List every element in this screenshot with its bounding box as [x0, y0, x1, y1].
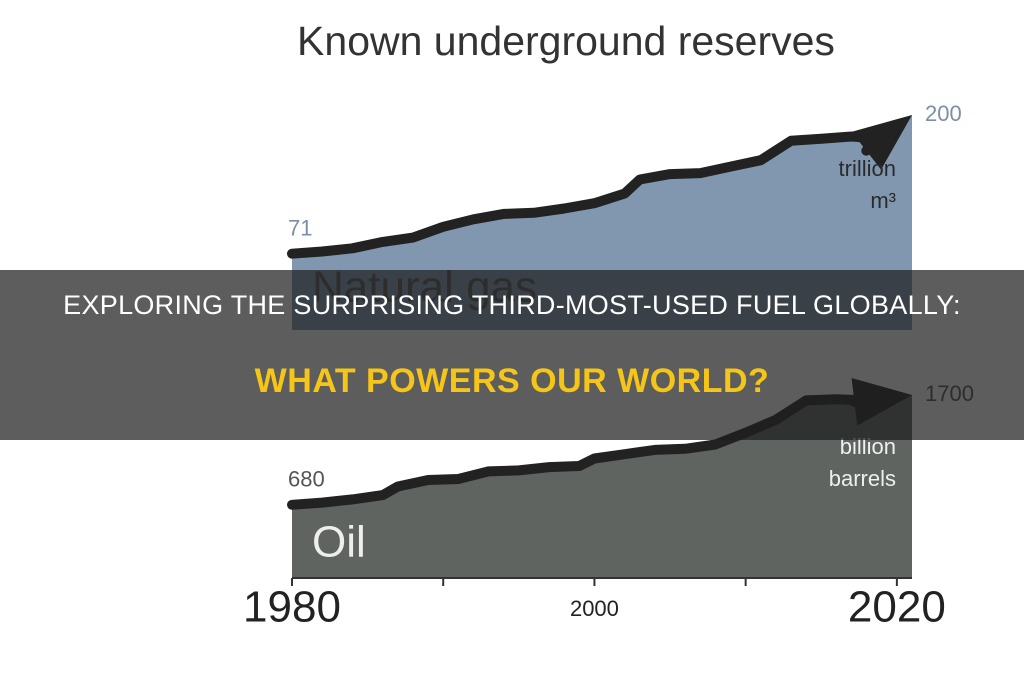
x-tick-label: 2020	[848, 583, 946, 632]
start-label: 680	[288, 467, 325, 492]
arrow-head	[851, 115, 912, 170]
unit-label: trillion	[839, 156, 896, 181]
end-label: 200	[925, 101, 962, 126]
x-tick-label: 2000	[570, 596, 619, 621]
series-name: Oil	[312, 518, 366, 567]
x-tick-label: 1980	[243, 583, 341, 632]
area	[292, 395, 912, 578]
chart-title: Known underground reserves	[297, 18, 835, 64]
banner-headline: WHAT POWERS OUR WORLD?	[254, 362, 770, 400]
banner-line: EXPLORING THE SURPRISING THIRD-MOST-USED…	[63, 290, 961, 320]
unit-label: barrels	[829, 466, 896, 491]
unit-label: m³	[870, 188, 896, 213]
trend-line	[287, 131, 887, 259]
start-label: 71	[288, 215, 312, 240]
banner: EXPLORING THE SURPRISING THIRD-MOST-USED…	[0, 270, 1024, 440]
